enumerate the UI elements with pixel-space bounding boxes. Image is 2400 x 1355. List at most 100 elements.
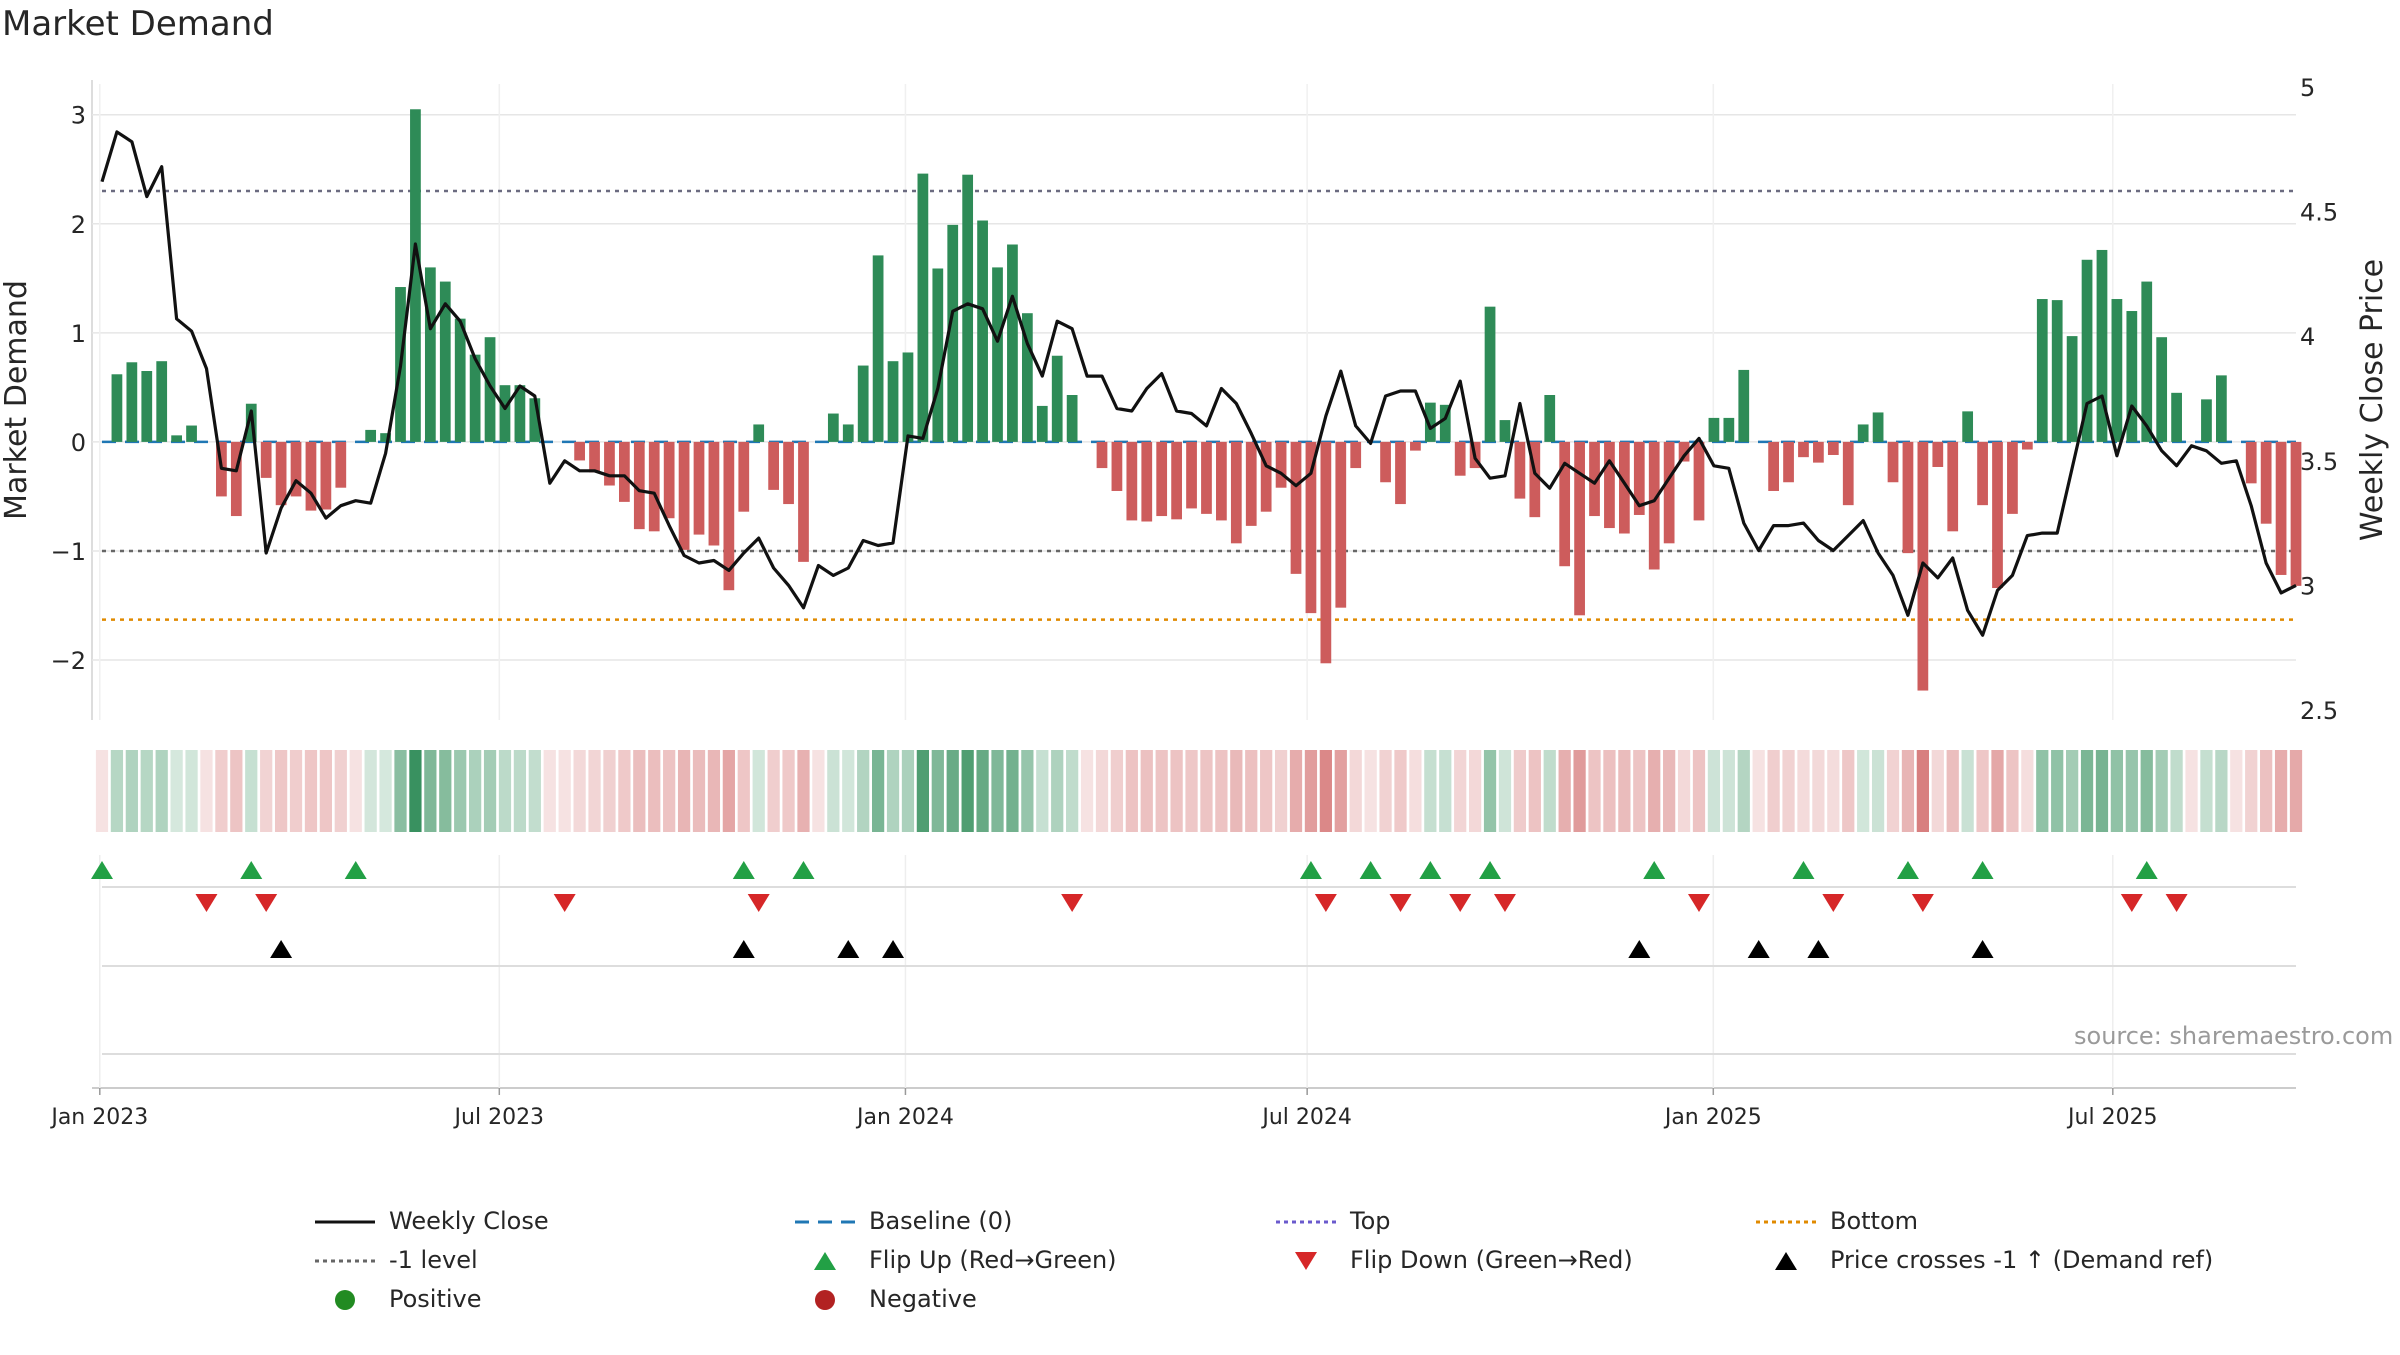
heat-cell [1170, 750, 1183, 832]
heat-cell [260, 750, 273, 832]
demand-bar [1021, 313, 1033, 442]
legend-item-flip-down: Flip Down (Green→Red) [1274, 1246, 1633, 1274]
heat-cell [2095, 750, 2109, 832]
heat-cell [1633, 750, 1646, 832]
demand-bar [2126, 311, 2138, 442]
heat-cell [1797, 750, 1810, 832]
demand-bar [1439, 404, 1451, 442]
flip-up-marker [344, 861, 367, 879]
demand-bars [111, 109, 2302, 691]
demand-bar [798, 441, 809, 562]
legend-label: Weekly Close [389, 1207, 549, 1235]
heat-cell [1439, 750, 1452, 832]
demand-bar [1798, 441, 1809, 458]
heat-cell [1468, 750, 1482, 832]
legend-item-top: Top [1274, 1207, 1391, 1235]
demand-bar [1678, 441, 1690, 462]
heat-cell [1543, 750, 1556, 832]
heat-cell [200, 750, 213, 832]
heat-cell [827, 750, 840, 832]
flip-up-marker [732, 861, 755, 879]
demand-bar [1887, 441, 1899, 483]
x-tick-label: Jan 2023 [49, 1105, 148, 1130]
left-tick-label: −1 [51, 538, 86, 566]
heat-cell [737, 750, 750, 832]
demand-bar [574, 441, 585, 461]
heat-cell [2036, 750, 2049, 832]
event-tracks [91, 861, 2296, 1055]
flip-up-marker [2135, 861, 2158, 879]
demand-bar [529, 398, 541, 442]
demand-bar [1902, 441, 1914, 554]
demand-bar [1275, 441, 1287, 488]
demand-bar [1708, 417, 1720, 442]
demand-bar [1857, 424, 1869, 442]
demand-bar [2216, 375, 2227, 442]
heat-cell [1349, 750, 1362, 832]
legend-label: Bottom [1830, 1207, 1919, 1235]
demand-bar [1514, 441, 1526, 499]
demand-bar [2201, 399, 2212, 442]
heat-cell [1648, 750, 1661, 832]
flip-up-marker [240, 861, 263, 879]
heat-cell [483, 750, 497, 832]
heat-cell [2289, 750, 2303, 832]
left-tick-label: 0 [71, 429, 86, 457]
legend-label: Negative [869, 1285, 977, 1313]
heat-cell [2140, 750, 2153, 832]
heat-cell [1021, 750, 1034, 832]
demand-bar [962, 174, 974, 442]
demand-bar [1932, 441, 1944, 467]
heat-cell [170, 750, 183, 832]
demand-bar [1290, 441, 1302, 574]
source-credit: source: sharemaestro.com [2074, 1022, 2394, 1050]
heat-cell [2051, 750, 2064, 832]
heat-cell [1483, 750, 1497, 832]
heat-cell [871, 750, 885, 832]
flip-up-marker [91, 861, 113, 879]
demand-bar [932, 268, 944, 442]
heat-cell [2155, 750, 2168, 832]
flip-down-marker [195, 894, 218, 912]
heat-cell [1528, 750, 1541, 832]
demand-bar [1529, 441, 1541, 518]
minus_one-legend-key [315, 1259, 375, 1263]
demand-bar [2275, 441, 2287, 575]
demand-bar [2007, 441, 2018, 514]
heat-cell [588, 750, 601, 832]
legend-item-negative: Negative [793, 1285, 977, 1313]
heat-cell [1782, 750, 1795, 832]
demand-bar [1335, 441, 1347, 608]
heat-cell [469, 750, 482, 832]
demand-bar [887, 361, 899, 442]
heat-cell [886, 750, 900, 832]
right-axis: 5 4.5 4 3.5 3 2.5 [2300, 74, 2338, 725]
heat-cell [2125, 750, 2138, 832]
demand-bar [186, 425, 197, 442]
legend-item-close: Weekly Close [313, 1207, 549, 1235]
heat-cell [424, 750, 437, 832]
demand-bar [1395, 441, 1406, 505]
demand-bar [1201, 441, 1212, 514]
demand-bar [424, 267, 436, 442]
legend-item-price-cross: Price crosses -1 ↑ (Demand ref) [1754, 1246, 2213, 1274]
demand-bar [1604, 441, 1615, 529]
heat-cell [1260, 750, 1273, 832]
heat-cell [1230, 750, 1243, 832]
demand-bar [2245, 441, 2257, 484]
x-tick-label: Jul 2023 [453, 1105, 545, 1130]
heat-cell [1006, 750, 1019, 832]
heat-cell [1558, 750, 1571, 832]
demand-bar [663, 441, 675, 519]
heat-cell [1573, 750, 1586, 832]
flip-up-marker [1419, 861, 1442, 879]
heat-cell [901, 750, 915, 832]
x-tick-label: Jul 2024 [1260, 1105, 1352, 1130]
close-line-layer [100, 130, 2297, 637]
price-cross-marker [1628, 940, 1651, 958]
demand-bar [2141, 281, 2153, 442]
heat-cell [1155, 750, 1168, 832]
demand-bar [1589, 441, 1600, 517]
heat-cell [1409, 750, 1422, 832]
